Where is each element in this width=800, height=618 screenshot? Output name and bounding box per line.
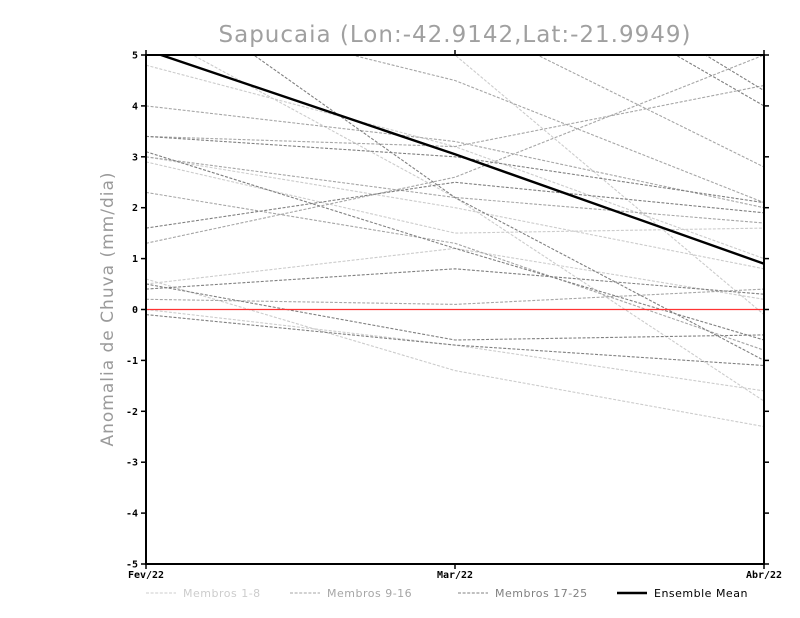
y-axis-label: Anomalia de Chuva (mm/dia) [98,171,118,446]
member-line-13 [146,105,764,209]
legend-label: Membros 1-8 [183,587,261,600]
member-line-14 [536,55,764,168]
member-line-19 [146,268,764,295]
member-line-5 [146,247,764,300]
member-line-16 [146,84,764,148]
legend-label: Membros 9-16 [327,587,412,600]
legend-label: Membros 17-25 [495,587,588,600]
member-line-9 [146,55,764,244]
x-tick-label: Fev/22 [128,570,164,581]
y-tick-label: 0 [132,305,138,316]
member-line-20 [146,314,764,367]
y-tick-label: -2 [126,407,138,418]
member-line-11 [146,191,764,351]
member-line-2 [146,308,764,392]
y-tick-label: 1 [132,254,138,265]
y-tick-label: -3 [126,458,138,469]
member-line-12 [146,288,764,305]
member-line-6 [146,64,764,260]
chart-title: Sapucaia (Lon:-42.9142,Lat:-21.9949) [219,22,692,48]
ensemble-mean-line [157,55,764,265]
series-layer [146,55,764,428]
legend: Membros 1-8 Membros 9-16 Membros 17-25 Ense… [146,587,748,600]
legend-label: Ensemble Mean [654,587,748,600]
y-tick-label: 3 [132,152,138,163]
x-tick-label: Mar/22 [437,570,473,581]
y-tick-label: 2 [132,203,138,214]
y-tick-label: -1 [126,356,138,367]
mean-layer [157,55,764,265]
member-line-22 [146,283,764,341]
member-line-10 [146,156,764,224]
member-line-23 [252,55,764,361]
y-tick-label: -4 [126,509,138,520]
y-tick-label: -5 [126,560,138,571]
y-tick-label: 4 [132,101,138,112]
member-line-17 [146,181,764,229]
member-line-3 [146,156,764,270]
x-tick-label: Abr/22 [746,570,782,581]
y-tick-label: 5 [132,51,138,62]
member-line-15 [349,55,764,204]
member-line-21 [146,135,764,204]
